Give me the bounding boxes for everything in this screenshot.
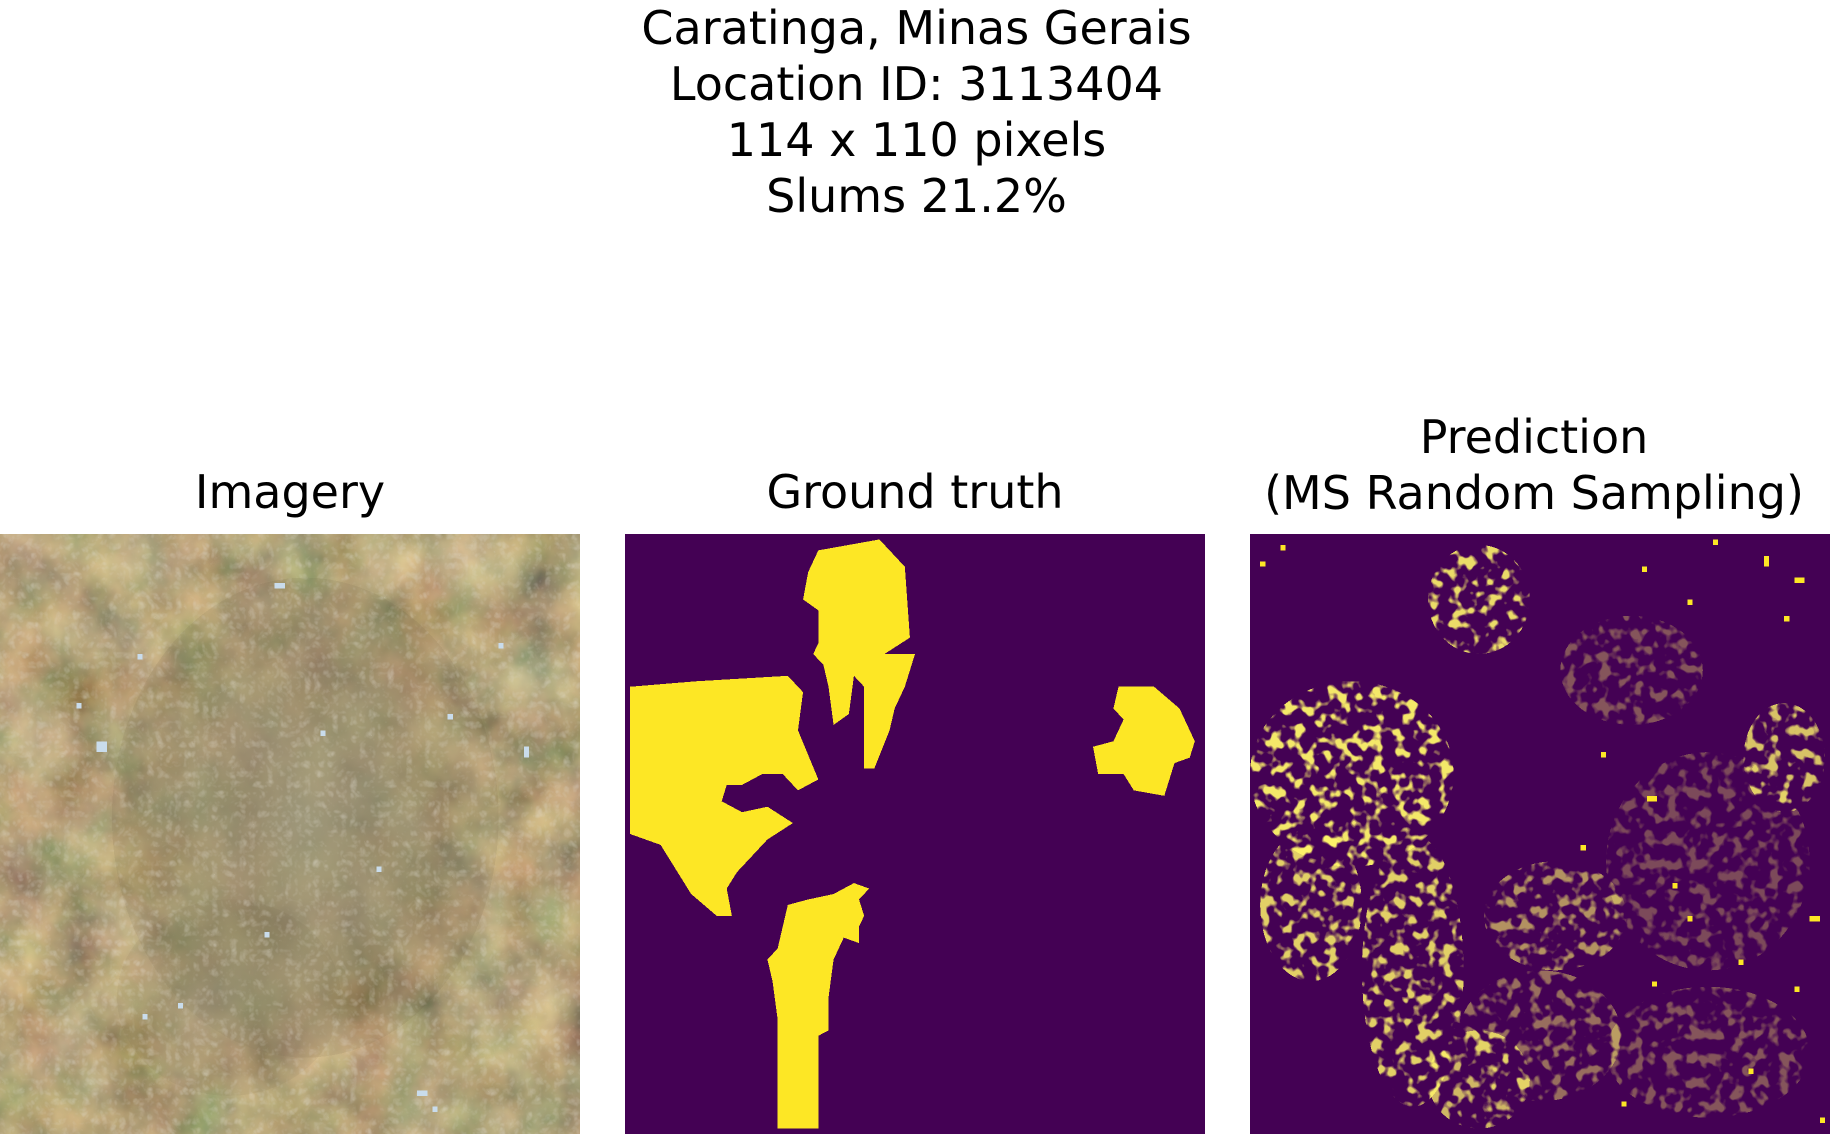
ground-truth-title-text: Ground truth [766, 465, 1064, 519]
prediction-title: Prediction (MS Random Sampling) [1244, 409, 1824, 521]
slum-regions [630, 539, 1195, 1129]
prediction-mask [1250, 534, 1830, 1134]
predicted-slum-pixels [1250, 534, 1830, 1134]
prediction-title-line2: (MS Random Sampling) [1264, 466, 1804, 520]
ground-truth-panel [625, 534, 1205, 1134]
imagery-title: Imagery [0, 464, 580, 520]
slum-region [1093, 686, 1195, 796]
slum-region [630, 675, 819, 916]
bright-roofs [76, 583, 530, 1113]
slum-region [767, 883, 870, 1129]
ground-truth-title: Ground truth [625, 464, 1205, 520]
prediction-title-line1: Prediction [1419, 410, 1649, 464]
suptitle-slum-share: Slums 21.2% [766, 169, 1067, 223]
slum-region [803, 539, 915, 769]
imagery-panel [0, 534, 580, 1134]
prediction-panel [1250, 534, 1830, 1134]
suptitle-size: 114 x 110 pixels [726, 113, 1107, 167]
suptitle-location-id: Location ID: 3113404 [669, 57, 1164, 111]
figure-suptitle: Caratinga, Minas Gerais Location ID: 311… [0, 0, 1833, 224]
ground-truth-mask [625, 534, 1205, 1134]
imagery-title-text: Imagery [194, 465, 386, 519]
suptitle-location: Caratinga, Minas Gerais [641, 1, 1192, 55]
predicted-scatter-pixels [1260, 539, 1825, 1124]
satellite-image [0, 534, 580, 1134]
